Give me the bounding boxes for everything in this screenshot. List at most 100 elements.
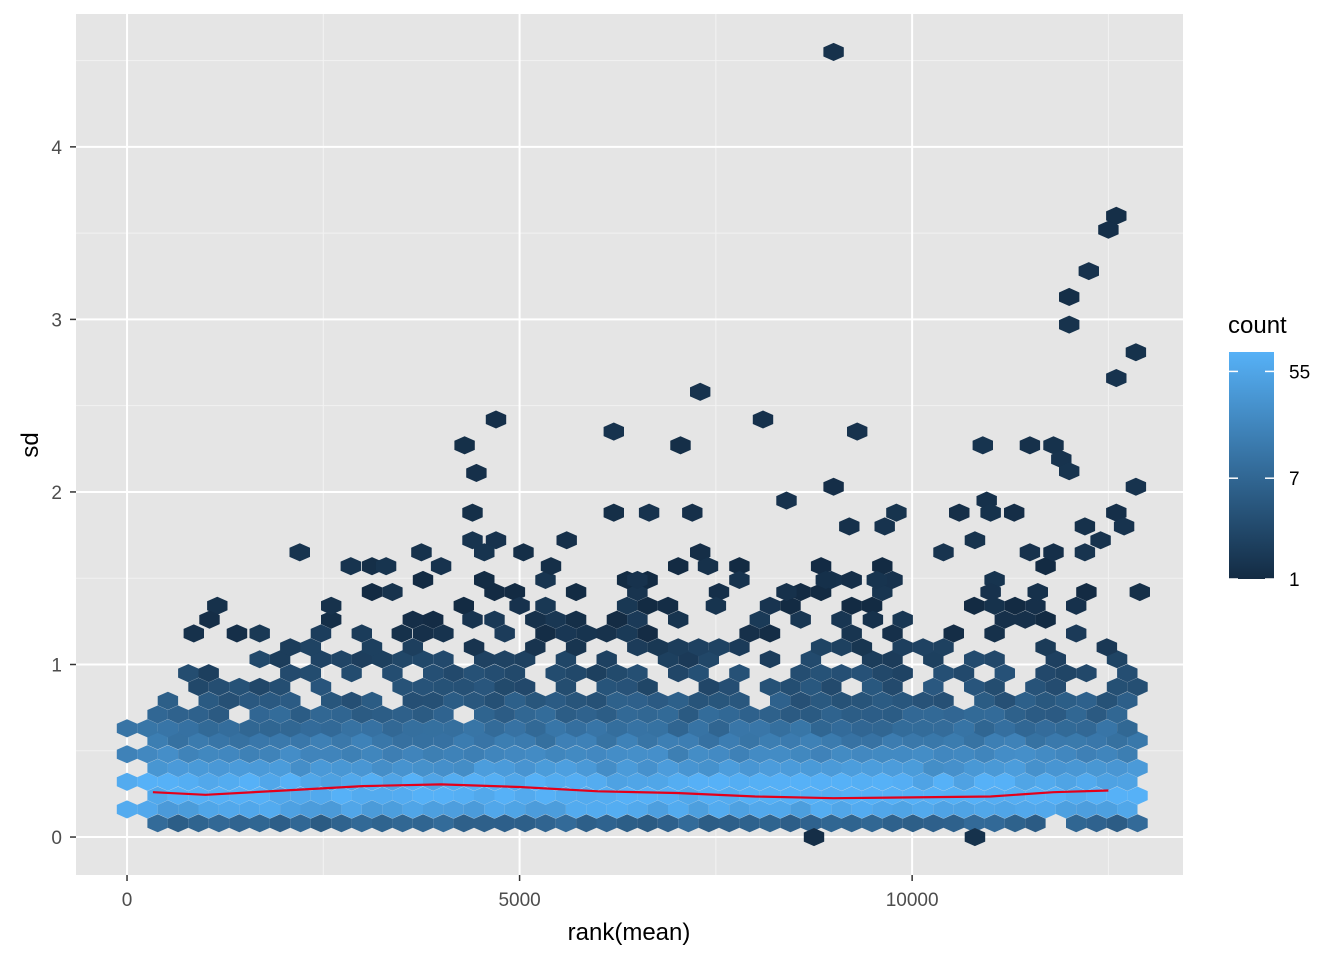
hex-bin — [290, 759, 311, 778]
hex-bin — [239, 772, 260, 791]
hex-bin — [462, 503, 483, 522]
hex-bin — [821, 786, 842, 805]
hex-bin — [616, 814, 638, 833]
hex-bin — [759, 650, 781, 669]
hex-bin — [994, 772, 1015, 791]
hex-bin — [810, 664, 832, 683]
hex-bin — [289, 543, 310, 562]
hex-bin — [943, 814, 964, 833]
hex-bin — [1025, 786, 1046, 805]
hex-bin — [637, 705, 658, 724]
hex-bin — [1074, 517, 1096, 536]
hex-bin — [943, 731, 964, 750]
hex-bin — [708, 772, 730, 791]
hex-bin — [392, 677, 413, 696]
hex-bin — [1015, 800, 1036, 819]
hex-bin — [198, 745, 219, 764]
hex-bin — [841, 814, 862, 833]
hex-bin — [412, 705, 434, 724]
hex-bin — [545, 691, 566, 710]
hex-bin — [596, 731, 617, 750]
hex-bin — [688, 719, 709, 738]
hex-bin — [698, 759, 719, 778]
hex-bin — [259, 745, 281, 764]
hex-bin — [739, 731, 760, 750]
hex-bin — [198, 719, 219, 738]
hex-bin — [708, 638, 730, 657]
hex-bin — [800, 677, 822, 696]
hex-bin — [668, 719, 689, 738]
hex-bin — [882, 650, 903, 669]
hex-bin — [776, 583, 797, 602]
hex-bin — [229, 731, 250, 750]
hex-bin — [137, 745, 158, 764]
hex-bin — [923, 677, 944, 696]
hex-bin — [466, 463, 487, 482]
hex-bin — [596, 624, 617, 643]
hex-bin — [1027, 583, 1048, 602]
hex-bin — [603, 503, 624, 522]
hex-bin — [259, 691, 281, 710]
hex-bin — [280, 745, 301, 764]
y-axis-title: sd — [17, 432, 44, 457]
hex-bin — [984, 624, 1005, 643]
hex-bin — [892, 719, 913, 738]
hex-bin — [188, 814, 209, 833]
hex-bin — [229, 814, 250, 833]
hex-bin — [657, 731, 679, 750]
hex-bin — [800, 786, 822, 805]
hex-bin — [423, 664, 444, 683]
hex-bin — [603, 422, 624, 441]
hex-bin — [514, 731, 536, 750]
hex-bin — [372, 650, 393, 669]
hex-bin — [790, 691, 811, 710]
hex-bin — [331, 650, 352, 669]
hex-bin — [392, 759, 413, 778]
hex-bin — [1004, 705, 1026, 724]
hex-bin — [300, 664, 321, 683]
hex-bin — [484, 719, 505, 738]
hex-bin — [239, 691, 260, 710]
hex-bin — [759, 624, 781, 643]
hex-bin — [249, 705, 270, 724]
hex-bin — [810, 691, 832, 710]
hex-bin — [821, 705, 842, 724]
hex-bin — [535, 759, 556, 778]
hex-bin — [576, 624, 597, 643]
hex-bin — [504, 745, 526, 764]
hex-bin — [719, 705, 740, 724]
x-tick-label: 5000 — [498, 890, 540, 911]
hex-bin — [157, 745, 179, 764]
hex-bin — [964, 705, 985, 724]
hex-bin — [1055, 664, 1077, 683]
hex-bin — [382, 800, 403, 819]
hex-bin — [964, 731, 985, 750]
hex-bin — [351, 705, 372, 724]
hex-bin — [886, 503, 907, 522]
hex-bin — [504, 664, 526, 683]
hex-bin — [1076, 772, 1097, 791]
hex-bin — [627, 800, 648, 819]
hex-bin — [1117, 772, 1138, 791]
hex-bin — [729, 664, 750, 683]
hex-bin — [953, 800, 975, 819]
hex-bin — [382, 664, 403, 683]
hex-bin — [892, 772, 913, 791]
hex-bin — [218, 691, 240, 710]
hex-bin — [892, 610, 913, 629]
hex-bin — [514, 786, 536, 805]
hex-bin — [208, 786, 230, 805]
hex-bin — [331, 705, 352, 724]
hex-bin — [565, 610, 587, 629]
hex-bin — [1076, 691, 1097, 710]
hex-bin — [504, 583, 526, 602]
hex-bin — [555, 705, 577, 724]
hex-bin — [708, 691, 730, 710]
hex-bin — [310, 759, 332, 778]
hex-bin — [708, 719, 730, 738]
hex-bin — [647, 745, 668, 764]
hex-bin — [616, 624, 638, 643]
hex-bin — [586, 772, 607, 791]
hex-bin — [423, 691, 444, 710]
